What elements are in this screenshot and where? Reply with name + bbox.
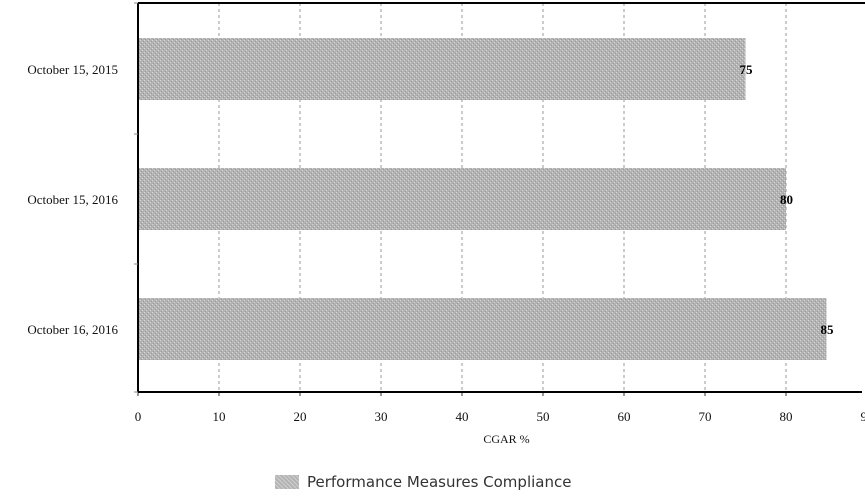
x-tick-label: 60: [618, 409, 631, 424]
bars: [139, 38, 827, 360]
bar: [139, 298, 827, 360]
bar: [139, 38, 746, 100]
data-label: 85: [821, 322, 835, 337]
category-label: October 15, 2016: [27, 192, 118, 207]
x-tick-label: 0: [135, 409, 142, 424]
x-tick-label: 90: [861, 409, 865, 424]
x-tick-label: 80: [780, 409, 793, 424]
plot-frame: [134, 2, 865, 393]
x-tick-labels: 0 10 20 30 40 50 60 70 80 90: [135, 409, 865, 424]
data-labels: 75 80 85: [740, 62, 835, 337]
legend: Performance Measures Compliance: [275, 472, 571, 492]
category-label: October 16, 2016: [27, 322, 118, 337]
legend-label: Performance Measures Compliance: [307, 473, 572, 491]
category-labels: October 15, 2015 October 15, 2016 October …: [27, 62, 118, 337]
data-label: 75: [740, 62, 754, 77]
x-tick-label: 50: [537, 409, 550, 424]
x-tick-label: 30: [375, 409, 388, 424]
legend-swatch: [275, 475, 299, 489]
category-label: October 15, 2015: [27, 62, 118, 77]
x-tick-label: 70: [699, 409, 712, 424]
data-label: 80: [780, 192, 793, 207]
x-tick-label: 40: [456, 409, 469, 424]
x-tick-label: 20: [294, 409, 307, 424]
x-tick-label: 10: [213, 409, 226, 424]
x-axis-title: CGAR %: [483, 432, 529, 446]
bar: [139, 168, 786, 230]
